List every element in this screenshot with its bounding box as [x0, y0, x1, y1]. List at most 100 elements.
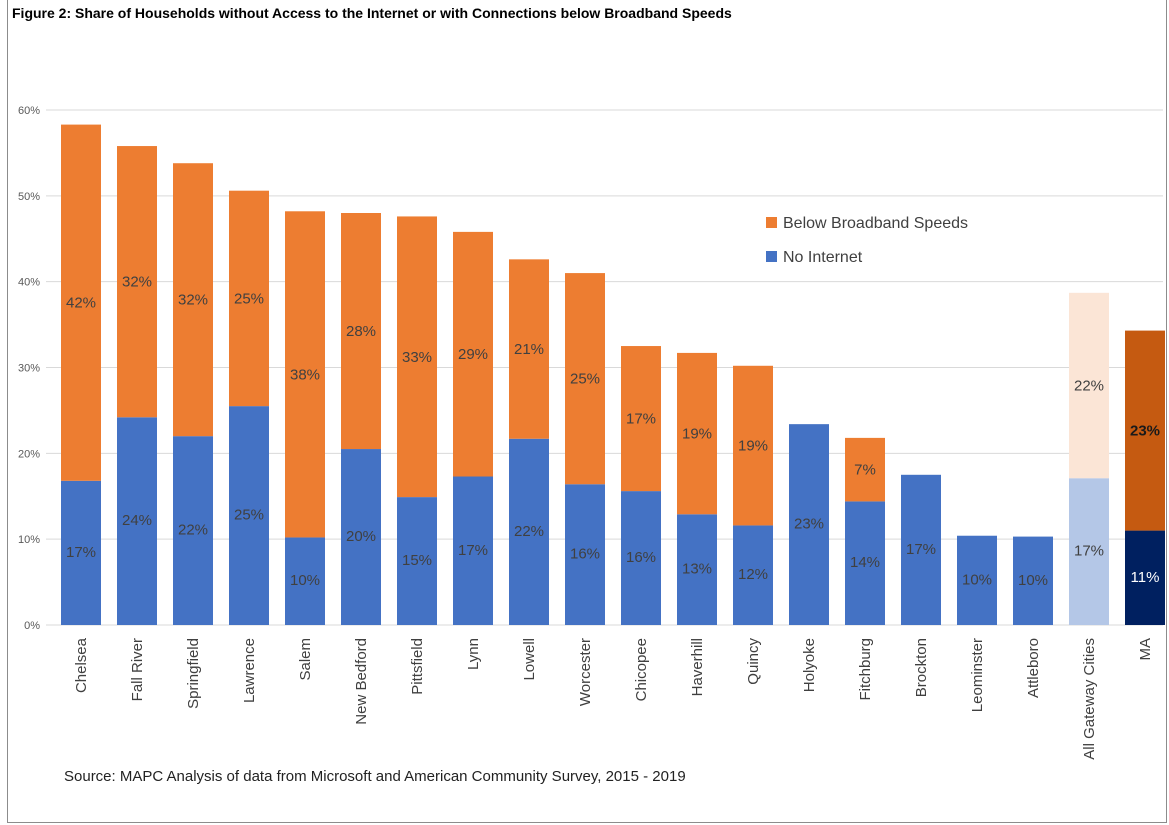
- bar-no-internet: [901, 474, 941, 625]
- bar-no-internet: [845, 501, 885, 625]
- bar-no-internet: [173, 436, 213, 625]
- bar-below-broadband: [173, 163, 213, 437]
- y-tick-label: 10%: [18, 534, 40, 546]
- bar-no-internet: [285, 537, 325, 625]
- legend: Below Broadband Speeds No Internet: [766, 215, 968, 266]
- data-label-no-internet: 17%: [906, 541, 936, 558]
- data-label-below-broadband: 17%: [626, 411, 656, 428]
- figure-frame: [7, 0, 1167, 823]
- data-label-no-internet: 13%: [682, 561, 712, 578]
- bar-below-broadband: [285, 211, 325, 538]
- x-category-label: Brockton: [913, 638, 930, 697]
- data-labels: 17% 42% 24% 32% 22% 32% 25% 25% 10% 38% 20% 28% 15% 3…: [66, 274, 1160, 590]
- data-label-no-internet: 16%: [570, 546, 600, 563]
- data-label-below-broadband: 25%: [234, 290, 264, 307]
- x-category-label: Chelsea: [73, 637, 90, 693]
- legend-label: No Internet: [783, 249, 863, 266]
- data-label-no-internet: 22%: [514, 523, 544, 540]
- legend-swatch: [766, 251, 777, 262]
- data-label-below-broadband: 28%: [346, 323, 376, 340]
- data-label-no-internet: 10%: [290, 572, 320, 589]
- x-category-label: Holyoke: [801, 638, 818, 692]
- data-label-below-broadband: 32%: [122, 274, 152, 291]
- data-label-no-internet: 10%: [1018, 572, 1048, 589]
- legend-label: Below Broadband Speeds: [783, 215, 968, 232]
- bar-no-internet: [733, 525, 773, 625]
- data-label-no-internet: 25%: [234, 507, 264, 524]
- bar-no-internet: [957, 535, 997, 625]
- bar-no-internet: [565, 484, 605, 625]
- y-tick-label: 0%: [24, 620, 40, 632]
- y-tick-label: 20%: [18, 448, 40, 460]
- x-category-label: New Bedford: [353, 638, 370, 725]
- x-category-label: Fitchburg: [857, 638, 874, 701]
- data-label-below-broadband: 19%: [682, 426, 712, 443]
- y-axis-ticks: 0% 10% 20% 30% 40% 50% 60%: [18, 105, 40, 632]
- x-category-label: MA: [1137, 638, 1154, 661]
- bar-no-internet: [677, 514, 717, 625]
- bar-no-internet: [621, 491, 661, 625]
- bar-no-internet: [509, 438, 549, 625]
- data-label-no-internet: 16%: [626, 549, 656, 566]
- x-category-label: Pittsfield: [409, 638, 426, 695]
- bar-no-internet: [789, 424, 829, 625]
- bar-below-broadband: [845, 437, 885, 502]
- data-label-no-internet: 17%: [1074, 543, 1104, 560]
- bar-no-internet: [397, 497, 437, 625]
- data-label-no-internet: 23%: [794, 516, 824, 533]
- bar-no-internet: [229, 406, 269, 625]
- x-category-label: Lynn: [465, 638, 482, 670]
- x-category-label: Springfield: [185, 638, 202, 709]
- bar-below-broadband: [397, 216, 437, 498]
- data-label-below-broadband: 25%: [570, 371, 600, 388]
- bar-below-broadband: [565, 273, 605, 485]
- data-label-no-internet: 17%: [458, 542, 488, 559]
- x-category-label: Lowell: [521, 638, 538, 681]
- bar-below-broadband: [733, 365, 773, 526]
- source-note: Source: MAPC Analysis of data from Micro…: [64, 768, 686, 785]
- x-category-label: Worcester: [577, 638, 594, 706]
- y-tick-label: 60%: [18, 105, 40, 117]
- data-label-below-broadband: 29%: [458, 346, 488, 363]
- legend-swatch: [766, 217, 777, 228]
- x-category-label: All Gateway Cities: [1081, 638, 1098, 760]
- x-category-label: Haverhill: [689, 638, 706, 696]
- data-label-no-internet: 11%: [1131, 569, 1160, 586]
- bar-no-internet: [61, 480, 101, 625]
- bar-no-internet: [117, 417, 157, 625]
- bar-below-broadband: [1125, 330, 1165, 531]
- bar-no-internet: [1125, 530, 1165, 625]
- data-label-below-broadband: 33%: [402, 349, 432, 366]
- x-category-label: Salem: [297, 638, 314, 681]
- data-label-below-broadband: 42%: [66, 295, 96, 312]
- data-label-no-internet: 20%: [346, 528, 376, 545]
- data-label-no-internet: 10%: [962, 571, 992, 588]
- data-label-no-internet: 24%: [122, 512, 152, 529]
- bar-below-broadband: [117, 146, 157, 418]
- bar-below-broadband: [621, 346, 661, 492]
- x-category-label: Leominster: [969, 638, 986, 712]
- x-category-label: Fall River: [129, 638, 146, 701]
- bar-below-broadband: [453, 231, 493, 477]
- bar-below-broadband: [677, 352, 717, 515]
- y-tick-label: 50%: [18, 191, 40, 203]
- data-label-no-internet: 14%: [850, 554, 880, 571]
- bar-no-internet: [1069, 478, 1109, 625]
- bars: [61, 124, 1165, 625]
- bar-below-broadband: [229, 190, 269, 407]
- data-label-no-internet: 22%: [178, 522, 208, 539]
- data-label-no-internet: 17%: [66, 544, 96, 561]
- data-label-below-broadband: 32%: [178, 292, 208, 309]
- data-label-below-broadband: 38%: [290, 366, 320, 383]
- bar-below-broadband: [61, 124, 101, 481]
- y-tick-label: 40%: [18, 277, 40, 289]
- x-category-label: Quincy: [745, 638, 762, 685]
- data-label-below-broadband: 19%: [738, 438, 768, 455]
- data-label-below-broadband: 7%: [854, 462, 876, 479]
- data-label-below-broadband: 21%: [514, 341, 544, 358]
- data-label-below-broadband: 22%: [1074, 378, 1104, 395]
- figure-title: Figure 2: Share of Households without Ac…: [12, 5, 732, 21]
- bar-below-broadband: [341, 213, 381, 450]
- y-tick-label: 30%: [18, 363, 40, 375]
- bar-no-internet: [1013, 536, 1053, 625]
